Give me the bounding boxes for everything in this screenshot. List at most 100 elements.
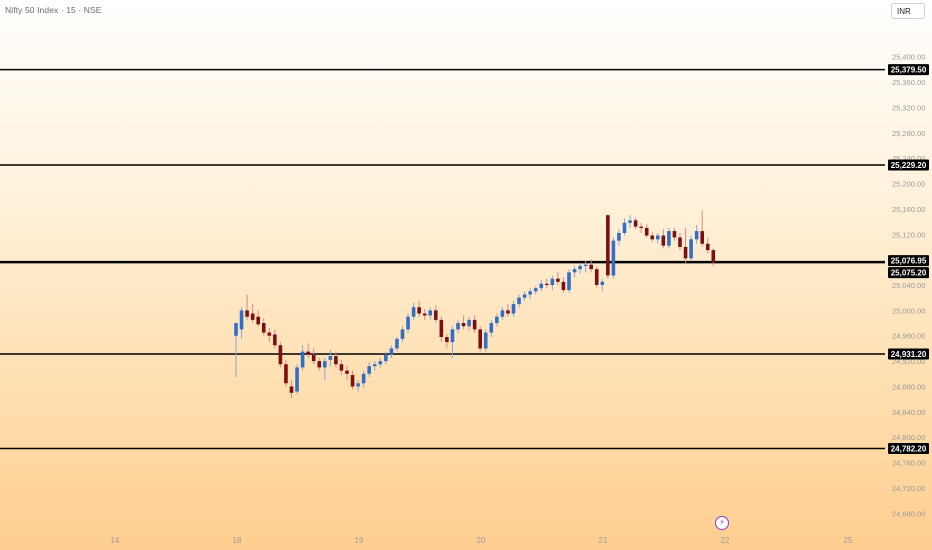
y-tick-label: 24,960.00 xyxy=(892,332,925,341)
candle-body xyxy=(328,356,333,360)
candle-body xyxy=(289,386,294,393)
candle-body xyxy=(550,278,555,285)
candle-body xyxy=(350,375,355,387)
candle-body xyxy=(434,310,438,320)
x-tick-label: 21 xyxy=(599,536,608,545)
y-tick-label: 25,360.00 xyxy=(892,78,925,87)
candle-body xyxy=(639,226,643,228)
candle-body xyxy=(300,351,305,368)
candle-body xyxy=(489,323,494,333)
candle xyxy=(300,345,305,371)
candle xyxy=(656,232,660,244)
x-tick-label: 14 xyxy=(111,536,120,545)
candle xyxy=(678,232,682,251)
level-label-box xyxy=(888,255,929,267)
candle xyxy=(428,307,433,320)
candle xyxy=(267,328,272,343)
candle xyxy=(317,357,322,371)
candle-body xyxy=(533,288,538,292)
candle-body xyxy=(422,313,427,316)
candle xyxy=(345,366,349,381)
level-label-box xyxy=(888,267,929,279)
candle xyxy=(278,342,283,368)
level-label-box xyxy=(888,64,929,76)
candle xyxy=(694,224,699,244)
candle-body xyxy=(323,361,327,368)
candle xyxy=(439,316,444,343)
horizontal-levels xyxy=(0,68,885,450)
y-tick-label: 25,040.00 xyxy=(892,281,925,290)
candle-body xyxy=(411,307,416,317)
candle xyxy=(389,345,394,358)
level-label: 25,076.95 xyxy=(891,257,927,266)
candle-body xyxy=(478,329,482,349)
currency-button[interactable]: INR xyxy=(891,3,925,19)
y-tick-label: 24,800.00 xyxy=(892,433,925,442)
candle xyxy=(434,305,438,324)
y-tick-label: 24,680.00 xyxy=(892,509,925,518)
candle xyxy=(594,265,599,289)
candle-body xyxy=(539,283,544,289)
candle-body xyxy=(461,323,466,327)
candle-body xyxy=(689,239,693,259)
candle xyxy=(506,304,510,317)
candle-body xyxy=(239,310,244,330)
candle xyxy=(633,217,638,230)
y-tick-label: 24,760.00 xyxy=(892,459,925,468)
candle-body xyxy=(311,354,316,362)
candle-body xyxy=(395,338,399,349)
candle xyxy=(234,323,238,377)
candle xyxy=(572,265,577,278)
y-tick-label: 25,400.00 xyxy=(892,53,925,62)
level-label: 25,075.20 xyxy=(891,269,927,278)
candle xyxy=(672,227,677,241)
candle xyxy=(323,357,327,381)
candle-body xyxy=(517,297,521,305)
candle xyxy=(411,302,416,320)
candle xyxy=(628,215,632,228)
lightning-bolt-icon[interactable]: ⚡ xyxy=(715,516,729,530)
candle-body xyxy=(450,329,455,343)
candle-body xyxy=(261,323,266,333)
candle-body xyxy=(273,334,277,346)
x-tick-label: 25 xyxy=(844,536,853,545)
level-label-box xyxy=(888,348,929,360)
candle xyxy=(395,337,399,352)
y-tick-label: 25,200.00 xyxy=(892,180,925,189)
candle-body xyxy=(400,329,405,339)
candle xyxy=(495,313,499,327)
candle xyxy=(450,326,455,358)
x-tick-label: 19 xyxy=(355,536,364,545)
candle xyxy=(384,351,388,365)
candle xyxy=(239,307,244,339)
candle-body xyxy=(306,351,310,355)
candle xyxy=(517,294,521,308)
y-tick-label: 25,160.00 xyxy=(892,205,925,214)
candle xyxy=(289,380,294,398)
candle-body xyxy=(711,250,716,263)
candle xyxy=(522,291,527,301)
candle-body xyxy=(561,281,566,291)
candle-body xyxy=(428,310,433,316)
candle xyxy=(472,315,477,333)
candle-body xyxy=(250,313,255,320)
candle-body xyxy=(445,337,449,343)
x-tick-label: 22 xyxy=(721,536,730,545)
candle xyxy=(422,309,427,320)
candle xyxy=(545,278,549,289)
level-label: 24,782.20 xyxy=(891,444,927,453)
candle xyxy=(606,213,610,279)
level-label-box xyxy=(888,159,929,171)
candle xyxy=(683,227,688,263)
candle xyxy=(639,222,643,233)
candle-body xyxy=(705,243,710,251)
candle xyxy=(456,319,460,333)
candle-body xyxy=(467,319,471,327)
candle xyxy=(539,279,544,292)
candle xyxy=(650,231,655,242)
level-label-box xyxy=(888,442,929,454)
candle xyxy=(295,364,299,395)
candle-body xyxy=(661,235,666,246)
candle xyxy=(256,310,260,327)
